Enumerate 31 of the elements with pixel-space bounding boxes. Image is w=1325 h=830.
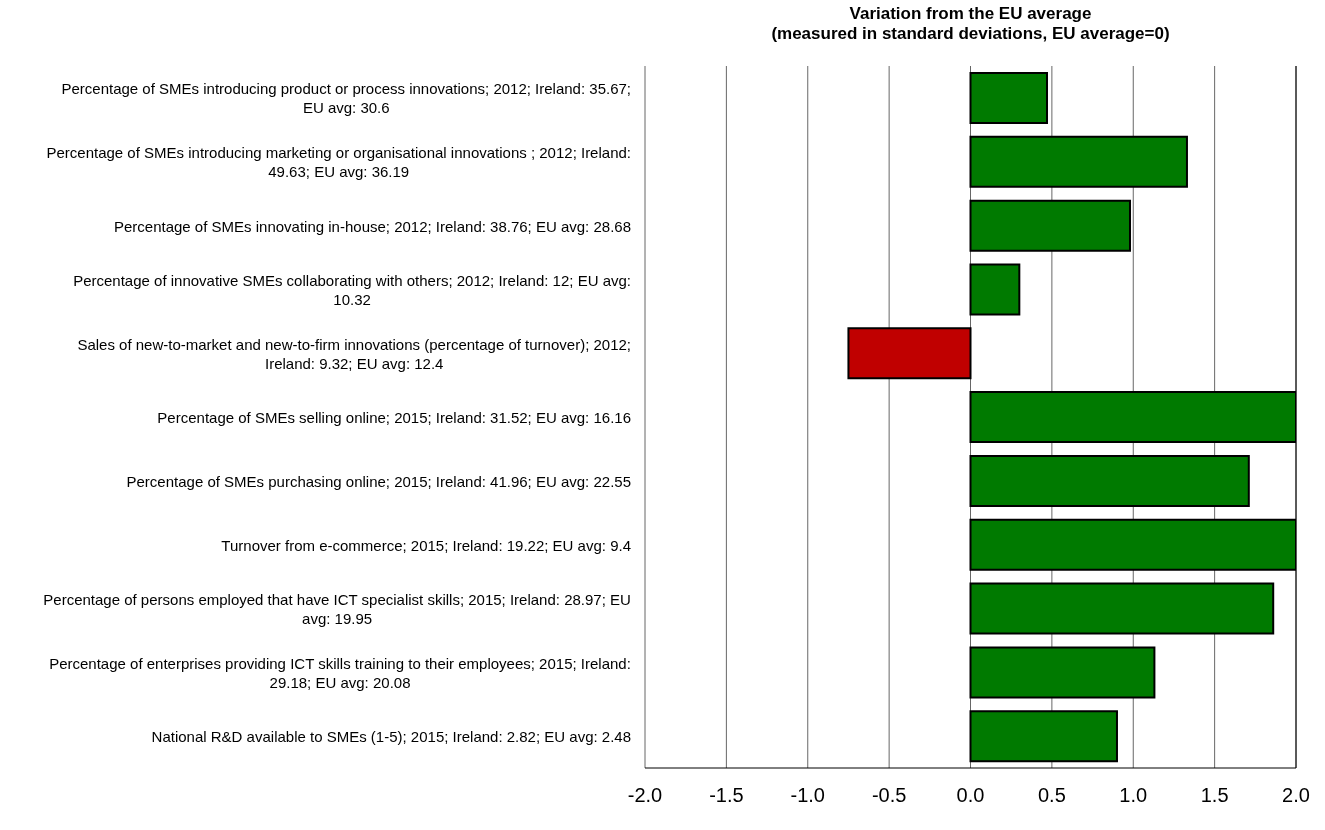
bar xyxy=(969,710,1118,763)
y-tick-label: Percentage of SMEs selling online; 2015; Ireland: 31.52; EU avg: 16.16 xyxy=(157,408,631,426)
y-tick-label: Turnover from e-commerce; 2015; Ireland: 19.22; EU avg: 9.4 xyxy=(221,536,631,554)
y-tick-label: Percentage of SMEs introducing product or process innovations; 2012; Ireland: 35.67; EU avg: 30.6 xyxy=(61,79,631,116)
x-tick-label: 1.5 xyxy=(1200,784,1229,807)
x-tick-label: 0.5 xyxy=(1037,784,1066,807)
y-tick-label: Percentage of SMEs innovating in-house; 2012; Ireland: 38.76; EU avg: 28.68 xyxy=(113,217,632,235)
bar xyxy=(969,263,1021,316)
x-tick-label: 2.0 xyxy=(1282,784,1310,807)
bar xyxy=(969,135,1188,188)
bar xyxy=(847,327,972,380)
bar xyxy=(969,582,1275,635)
x-tick-label: -1.5 xyxy=(709,784,744,807)
y-tick-label: Percentage of enterprises providing ICT skills training to their employees; 2015; Ireland: 29.18; EU avg: 20.08 xyxy=(49,654,631,691)
y-tick-label: Percentage of SMEs purchasing online; 2015; Ireland: 41.96; EU avg: 22.55 xyxy=(126,472,631,490)
chart-subtitle: (measured in standard deviations, EU average=0) xyxy=(770,24,1171,44)
chart-title: Variation from the EU average xyxy=(848,4,1093,24)
bar xyxy=(969,454,1250,507)
bar xyxy=(969,72,1048,125)
y-tick-label: Percentage of SMEs introducing marketing or organisational innovations ; 2012; Ireland: 49.63; EU avg: 36.19 xyxy=(46,143,631,180)
y-tick-label: National R&D available to SMEs (1-5); 2015; Ireland: 2.82; EU avg: 2.48 xyxy=(151,727,631,745)
y-tick-label: Percentage of persons employed that have ICT specialist skills; 2015; Ireland: 28.97; EU avg: 19.95 xyxy=(43,590,631,627)
y-tick-label: Percentage of innovative SMEs collaborating with others; 2012; Ireland: 12; EU avg: 10.32 xyxy=(73,271,631,308)
bar xyxy=(969,199,1131,252)
x-tick-label: -0.5 xyxy=(871,784,907,807)
y-tick-label: Sales of new-to-market and new-to-firm innovations (percentage of turnover); 2012; Ireland: 9.32; EU avg: 12.4 xyxy=(77,335,631,372)
x-tick-label: 1.0 xyxy=(1119,784,1148,807)
x-tick-label: -2.0 xyxy=(627,784,663,807)
x-tick-label: -1.0 xyxy=(790,784,825,807)
x-tick-label: 0.0 xyxy=(956,784,985,807)
bar xyxy=(969,646,1156,699)
